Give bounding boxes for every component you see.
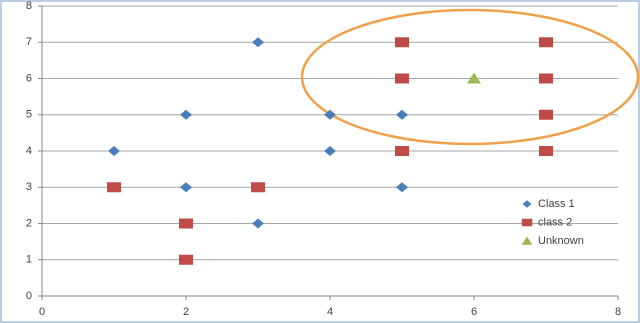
- legend-marker: [521, 218, 533, 227]
- y-tick-label: 8: [26, 0, 32, 12]
- y-tick-label: 1: [26, 254, 32, 266]
- legend-marker: [522, 200, 532, 208]
- y-tick-label: 7: [26, 36, 32, 48]
- point: [396, 182, 408, 193]
- point: [539, 109, 553, 120]
- point: [395, 37, 409, 48]
- y-tick-label: 6: [26, 72, 32, 84]
- x-tick-label: 6: [471, 306, 477, 318]
- point: [395, 146, 409, 156]
- point: [396, 109, 408, 120]
- point: [252, 37, 264, 48]
- point: [539, 146, 553, 156]
- point: [467, 72, 481, 84]
- point: [395, 73, 409, 84]
- y-tick-label: 5: [26, 109, 32, 121]
- point: [539, 73, 553, 84]
- highlight-circle: [300, 8, 640, 146]
- point: [180, 182, 192, 193]
- point: [179, 218, 193, 229]
- y-tick-label: 0: [26, 290, 32, 302]
- point: [539, 37, 553, 48]
- point: [180, 109, 192, 120]
- legend-label: Class 1: [538, 198, 575, 210]
- legend-marker: [521, 236, 533, 245]
- y-tick-label: 3: [26, 181, 32, 193]
- y-tick-label: 2: [26, 217, 32, 229]
- point: [324, 146, 336, 156]
- x-tick-label: 2: [183, 306, 189, 318]
- x-tick-label: 0: [39, 306, 45, 318]
- point: [324, 109, 336, 120]
- point: [107, 182, 121, 193]
- x-tick-label: 4: [327, 306, 333, 318]
- x-tick-label: 8: [615, 306, 621, 318]
- point: [251, 182, 265, 193]
- legend-label: Unknown: [538, 235, 584, 247]
- point: [252, 218, 264, 229]
- point: [179, 254, 193, 265]
- point: [108, 146, 120, 156]
- y-tick-label: 4: [26, 145, 32, 157]
- legend-label: class 2: [538, 216, 572, 228]
